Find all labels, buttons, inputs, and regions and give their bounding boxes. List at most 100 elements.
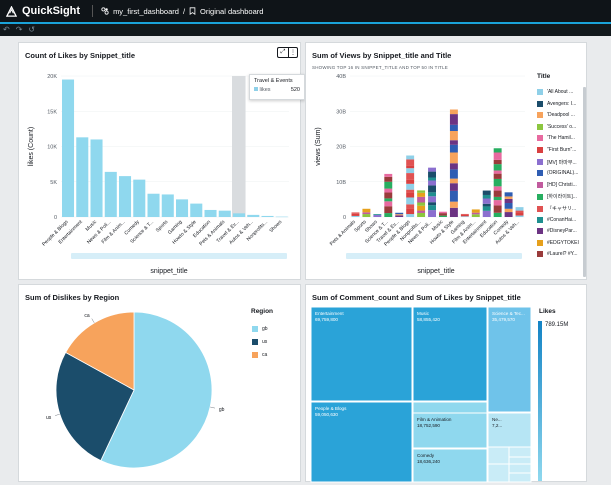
likes-tooltip: Travel & Events likes 520: [249, 74, 305, 100]
bar: [133, 179, 146, 217]
legend-label: 'The Hamil...: [547, 135, 575, 142]
bar-segment: [384, 192, 393, 199]
legend-item[interactable]: #ConanHai...: [537, 216, 576, 223]
pie-leader-line: [55, 413, 60, 416]
pie-leader-line: [91, 318, 95, 323]
bar-segment: [384, 188, 393, 193]
bar-segment: [384, 181, 393, 189]
tooltip-label: likes: [254, 87, 271, 93]
legend-item[interactable]: 'Success' o...: [537, 123, 577, 130]
bar-segment: [449, 114, 458, 125]
pie-slice-label: ca: [84, 313, 90, 319]
more-options-icon[interactable]: ⋮: [288, 47, 298, 58]
legend-label: ca: [262, 352, 268, 358]
legend-label: us: [262, 339, 268, 345]
treemap-label: Music: [417, 311, 430, 316]
legend-item[interactable]: Avengers: I...: [537, 100, 576, 107]
bar: [218, 210, 231, 217]
legend-item[interactable]: #EDGYTOKEI: [537, 239, 579, 246]
treemap-cell: [412, 412, 488, 449]
treemap-small-cell: [508, 463, 532, 474]
app-name[interactable]: QuickSight: [22, 5, 81, 17]
legend-item[interactable]: 'All About ...: [537, 89, 573, 95]
undo-icon[interactable]: ↶: [3, 25, 10, 34]
legend-label: [MV] 마마무...: [547, 159, 577, 166]
bar-segment: [351, 212, 360, 214]
bar-segment: [471, 214, 480, 217]
treemap-value: 59,050,630: [315, 412, 338, 417]
tooltip-swatch: [254, 87, 258, 91]
legend-label: #DisneyPar...: [547, 228, 577, 235]
legend-swatch: [537, 170, 543, 177]
bar-segment: [449, 178, 458, 184]
bar-segment: [449, 140, 458, 145]
reset-icon[interactable]: ↺: [28, 25, 36, 34]
treemap-value: 18,752,590: [417, 423, 440, 428]
bar-segment: [362, 212, 371, 215]
treemap-visual[interactable]: Sum of Comment_count and Sum of Likes by…: [305, 284, 587, 483]
treemap-cell: [487, 412, 532, 448]
bar-segment: [428, 192, 436, 197]
bar-segment: [504, 203, 513, 209]
treemap-cell: [412, 306, 488, 402]
dislikes-visual[interactable]: Sum of Dislikes by Region gb us ca Region …: [18, 284, 301, 482]
tooltip-value: 520: [290, 87, 300, 93]
treemap-cell: [487, 306, 532, 413]
y-tick-label: 0: [343, 215, 346, 221]
legend-item[interactable]: gb: [252, 326, 268, 332]
dislikes-visual-title: Sum of Dislikes by Region: [25, 293, 120, 302]
treemap-label: Science & Tec...: [492, 311, 525, 316]
y-tick-label: 5K: [50, 180, 57, 186]
legend-item[interactable]: #Laurel? #Y...: [537, 251, 578, 258]
scroll-bar: [71, 253, 287, 259]
redo-icon[interactable]: ↷: [15, 25, 23, 34]
legend-swatch: [252, 326, 258, 332]
legend-swatch: [537, 181, 543, 188]
bar-segment: [449, 207, 458, 217]
bar-segment: [449, 152, 458, 164]
dislikes-pie-chart: gb us ca: [46, 311, 225, 469]
bar-segment: [493, 159, 502, 165]
y-axis-title: likes (Count): [28, 127, 35, 166]
legend-item[interactable]: 'The Hamil...: [537, 135, 575, 142]
bar-segment: [493, 212, 502, 217]
x-tick-label: Pets & Animals: [329, 219, 357, 247]
bar-segment: [384, 176, 393, 182]
bar-segment: [417, 196, 426, 203]
legend-item[interactable]: [MV] 마마무...: [537, 159, 577, 166]
quicksight-logo-icon[interactable]: [6, 5, 17, 17]
y-tick-label: 40B: [336, 74, 346, 80]
y-tick-label: 20B: [336, 145, 346, 151]
bar-segment: [460, 216, 469, 217]
legend-swatch: [537, 216, 543, 223]
legend-item[interactable]: us: [252, 339, 267, 345]
legend-item[interactable]: [HD] Christi...: [537, 181, 577, 188]
legend-item[interactable]: 『キャサリ...: [537, 205, 576, 212]
treemap-value: 7,2...: [492, 423, 502, 428]
legend-item[interactable]: [하이라이트]...: [537, 193, 577, 200]
legend-swatch: [537, 123, 543, 130]
treemap-small-cell: [508, 456, 532, 465]
views-visual-subtitle: SHOWING TOP 16 IN SNIPPET_TITLE AND TOP …: [312, 65, 448, 70]
legend-item[interactable]: (ORIGINAL)...: [537, 170, 578, 177]
views-visual[interactable]: Sum of Views by Snippet_title and Title …: [305, 42, 587, 280]
legend-item[interactable]: #DisneyPar...: [537, 228, 577, 235]
bar-segment: [493, 173, 502, 179]
bar-segment: [406, 189, 415, 193]
treemap-label: Entertainment: [315, 311, 344, 316]
legend-item[interactable]: "First Burn"...: [537, 147, 576, 153]
bar-segment: [417, 210, 426, 213]
tooltip-title: Travel & Events: [254, 78, 293, 84]
breadcrumb-dashboard[interactable]: Original dashboard: [200, 6, 264, 16]
bar-segment: [428, 210, 436, 217]
legend-label: 'Success' o...: [547, 123, 577, 130]
bar-segment: [417, 212, 426, 217]
breadcrumb-analysis[interactable]: my_first_dashboard: [113, 6, 179, 16]
legend-swatch: [537, 89, 543, 95]
treemap-label: Comedy: [417, 453, 435, 458]
bar-segment: [460, 213, 469, 215]
legend-item[interactable]: ca: [252, 352, 267, 358]
legend-item[interactable]: 'Deadpool ...: [537, 112, 575, 119]
expand-icon[interactable]: ⤢: [277, 47, 288, 58]
